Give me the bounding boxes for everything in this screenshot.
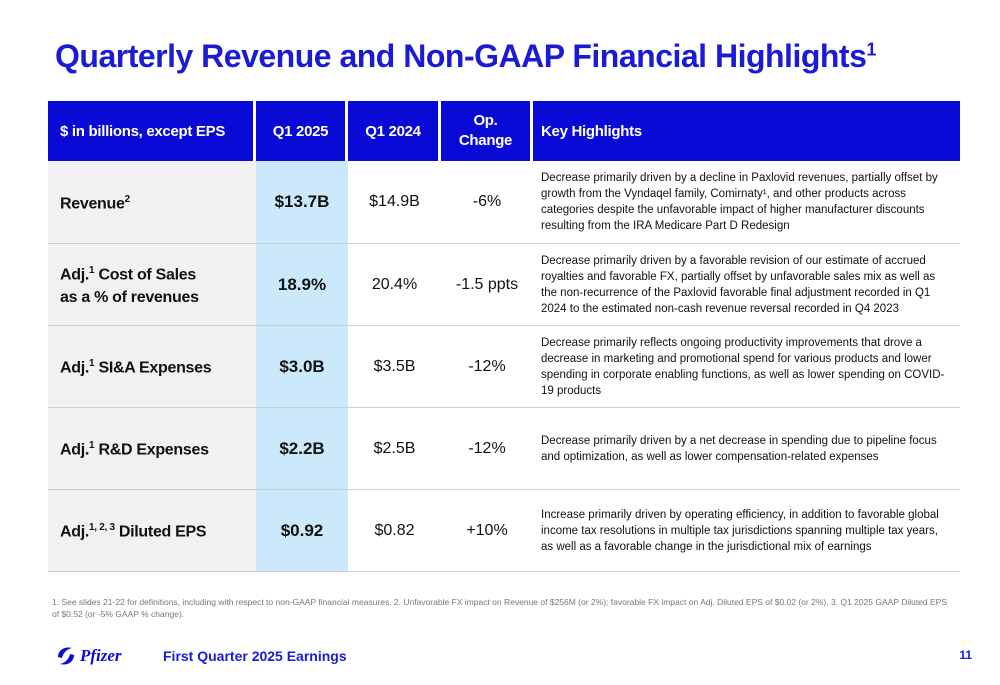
value-op-change: -12% (441, 326, 533, 408)
page-number: 11 (959, 648, 972, 662)
row-label: Adj.1 Cost of Sales as a % of revenues (48, 244, 256, 326)
value-q1-2025: 18.9% (256, 244, 348, 326)
row-label: Adj.1 SI&A Expenses (48, 326, 256, 408)
table-row-revenue: Revenue2 $13.7B $14.9B -6% Decrease prim… (48, 161, 960, 244)
financial-table: $ in billions, except EPS Q1 2025 Q1 202… (48, 101, 960, 572)
column-header-metric: $ in billions, except EPS (48, 101, 256, 161)
column-header-op-change: Op. Change (441, 101, 533, 161)
column-header-q1-2025: Q1 2025 (256, 101, 348, 161)
footnote: 1. See slides 21-22 for definitions, inc… (52, 597, 948, 619)
table-row-sia-expenses: Adj.1 SI&A Expenses $3.0B $3.5B -12% Dec… (48, 326, 960, 408)
key-highlight-text: Decrease primarily driven by a favorable… (533, 244, 960, 326)
value-q1-2025: $13.7B (256, 161, 348, 244)
key-highlight-text: Decrease primarily driven by a decline i… (533, 161, 960, 244)
table-row-rd-expenses: Adj.1 R&D Expenses $2.2B $2.5B -12% Decr… (48, 408, 960, 490)
column-header-q1-2024: Q1 2024 (348, 101, 441, 161)
value-q1-2024: $0.82 (348, 490, 441, 572)
event-title: First Quarter 2025 Earnings (163, 648, 347, 664)
page-title: Quarterly Revenue and Non-GAAP Financial… (55, 38, 876, 74)
key-highlight-text: Decrease primarily reflects ongoing prod… (533, 326, 960, 408)
table-row-diluted-eps: Adj.1, 2, 3 Diluted EPS $0.92 $0.82 +10%… (48, 490, 960, 572)
key-highlight-text: Decrease primarily driven by a net decre… (533, 408, 960, 490)
value-op-change: +10% (441, 490, 533, 572)
pfizer-logo: Pfizer (55, 645, 122, 667)
row-label: Revenue2 (48, 161, 256, 244)
row-label: Adj.1, 2, 3 Diluted EPS (48, 490, 256, 572)
value-q1-2024: 20.4% (348, 244, 441, 326)
value-q1-2025: $3.0B (256, 326, 348, 408)
key-highlight-text: Increase primarily driven by operating e… (533, 490, 960, 572)
column-header-key-highlights: Key Highlights (533, 101, 960, 161)
value-op-change: -12% (441, 408, 533, 490)
row-label: Adj.1 R&D Expenses (48, 408, 256, 490)
value-q1-2025: $0.92 (256, 490, 348, 572)
table-row-cost-of-sales: Adj.1 Cost of Sales as a % of revenues 18… (48, 244, 960, 326)
value-op-change: -6% (441, 161, 533, 244)
value-q1-2024: $2.5B (348, 408, 441, 490)
logo-wordmark: Pfizer (80, 646, 122, 665)
value-q1-2025: $2.2B (256, 408, 348, 490)
value-q1-2024: $3.5B (348, 326, 441, 408)
pfizer-logo-icon (58, 647, 74, 665)
table-header-row: $ in billions, except EPS Q1 2025 Q1 202… (48, 101, 960, 161)
value-op-change: -1.5 ppts (441, 244, 533, 326)
value-q1-2024: $14.9B (348, 161, 441, 244)
